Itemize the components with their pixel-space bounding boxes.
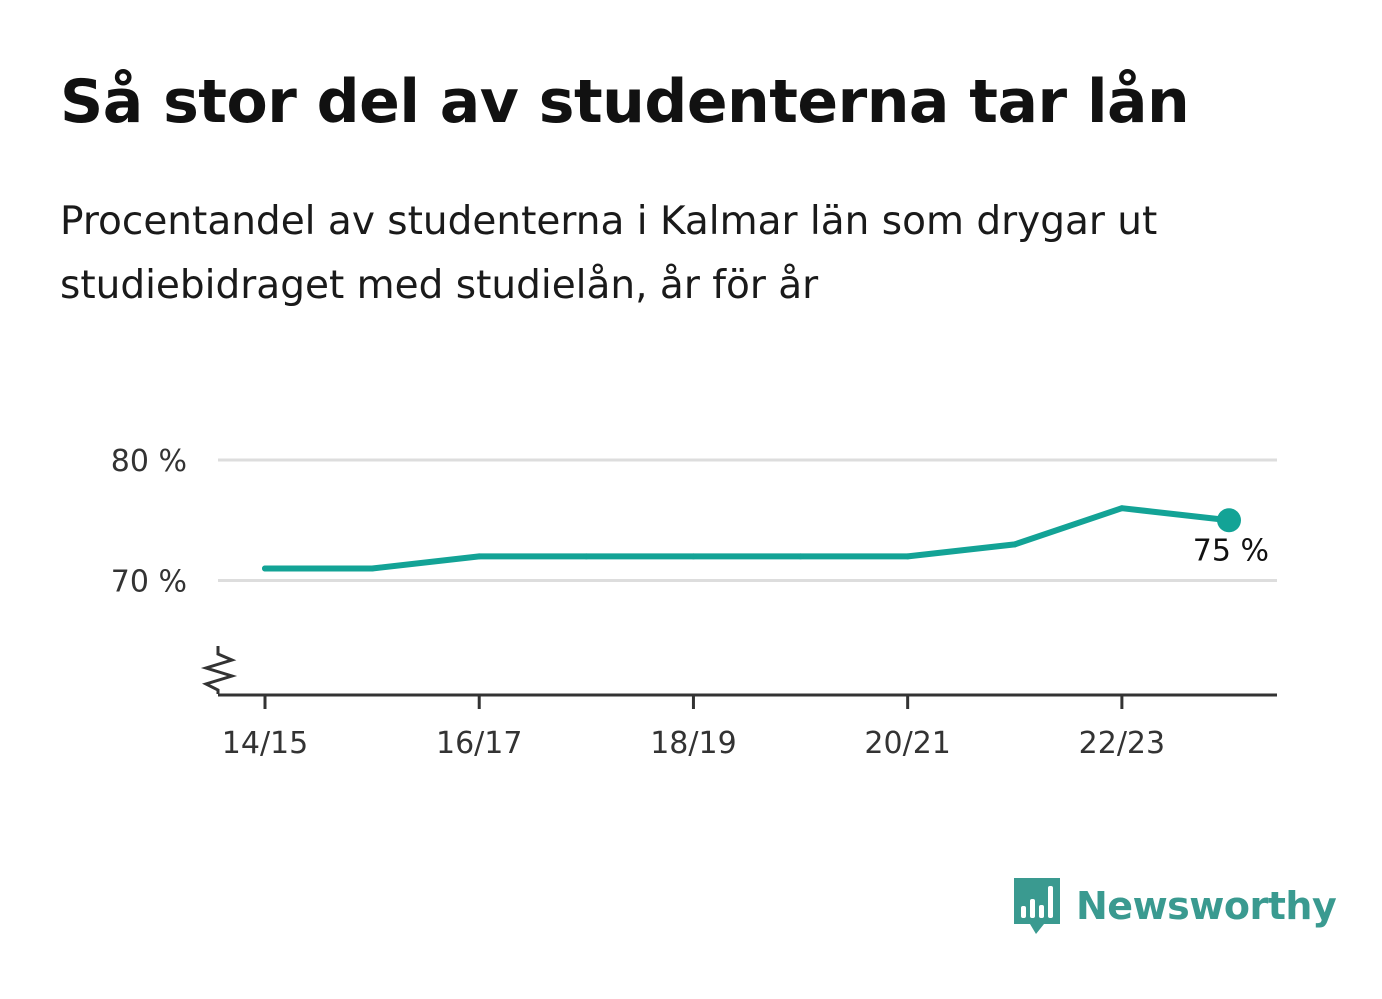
y-tick-label: 70 % (111, 565, 187, 600)
data-point (904, 553, 911, 560)
chart-title: Så stor del av studenterna tar lån (60, 67, 1190, 137)
x-tick-label: 22/23 (1079, 726, 1165, 761)
x-axis (200, 646, 1277, 709)
x-tick-label: 18/19 (650, 726, 736, 761)
last-data-point (1217, 508, 1241, 533)
axis-break-icon (200, 646, 238, 694)
x-tick-label: 14/15 (222, 726, 308, 761)
data-point (262, 565, 268, 572)
x-tick-label: 20/21 (864, 726, 950, 761)
newsworthy-logo-icon (1014, 878, 1060, 934)
data-point (583, 553, 590, 560)
data-point (797, 553, 804, 560)
brand-name: Newsworthy (1076, 884, 1337, 928)
brand-logo: Newsworthy (1012, 876, 1337, 936)
gridlines (218, 458, 1277, 583)
data-point (369, 565, 376, 572)
chart-subtitle: Procentandel av studenterna i Kalmar län… (60, 199, 1158, 308)
series-line (262, 505, 1232, 572)
y-tick-label: 80 % (111, 444, 187, 479)
data-point (476, 553, 483, 560)
data-point (690, 553, 697, 560)
series (262, 505, 1241, 572)
data-point (1011, 541, 1018, 548)
x-tick-label: 16/17 (436, 726, 522, 761)
data-point (1118, 505, 1125, 512)
labels: 70 % 80 % 14/15 16/17 18/19 20/21 22/23 75 % (111, 444, 1269, 761)
last-value-label: 75 % (1193, 533, 1269, 568)
